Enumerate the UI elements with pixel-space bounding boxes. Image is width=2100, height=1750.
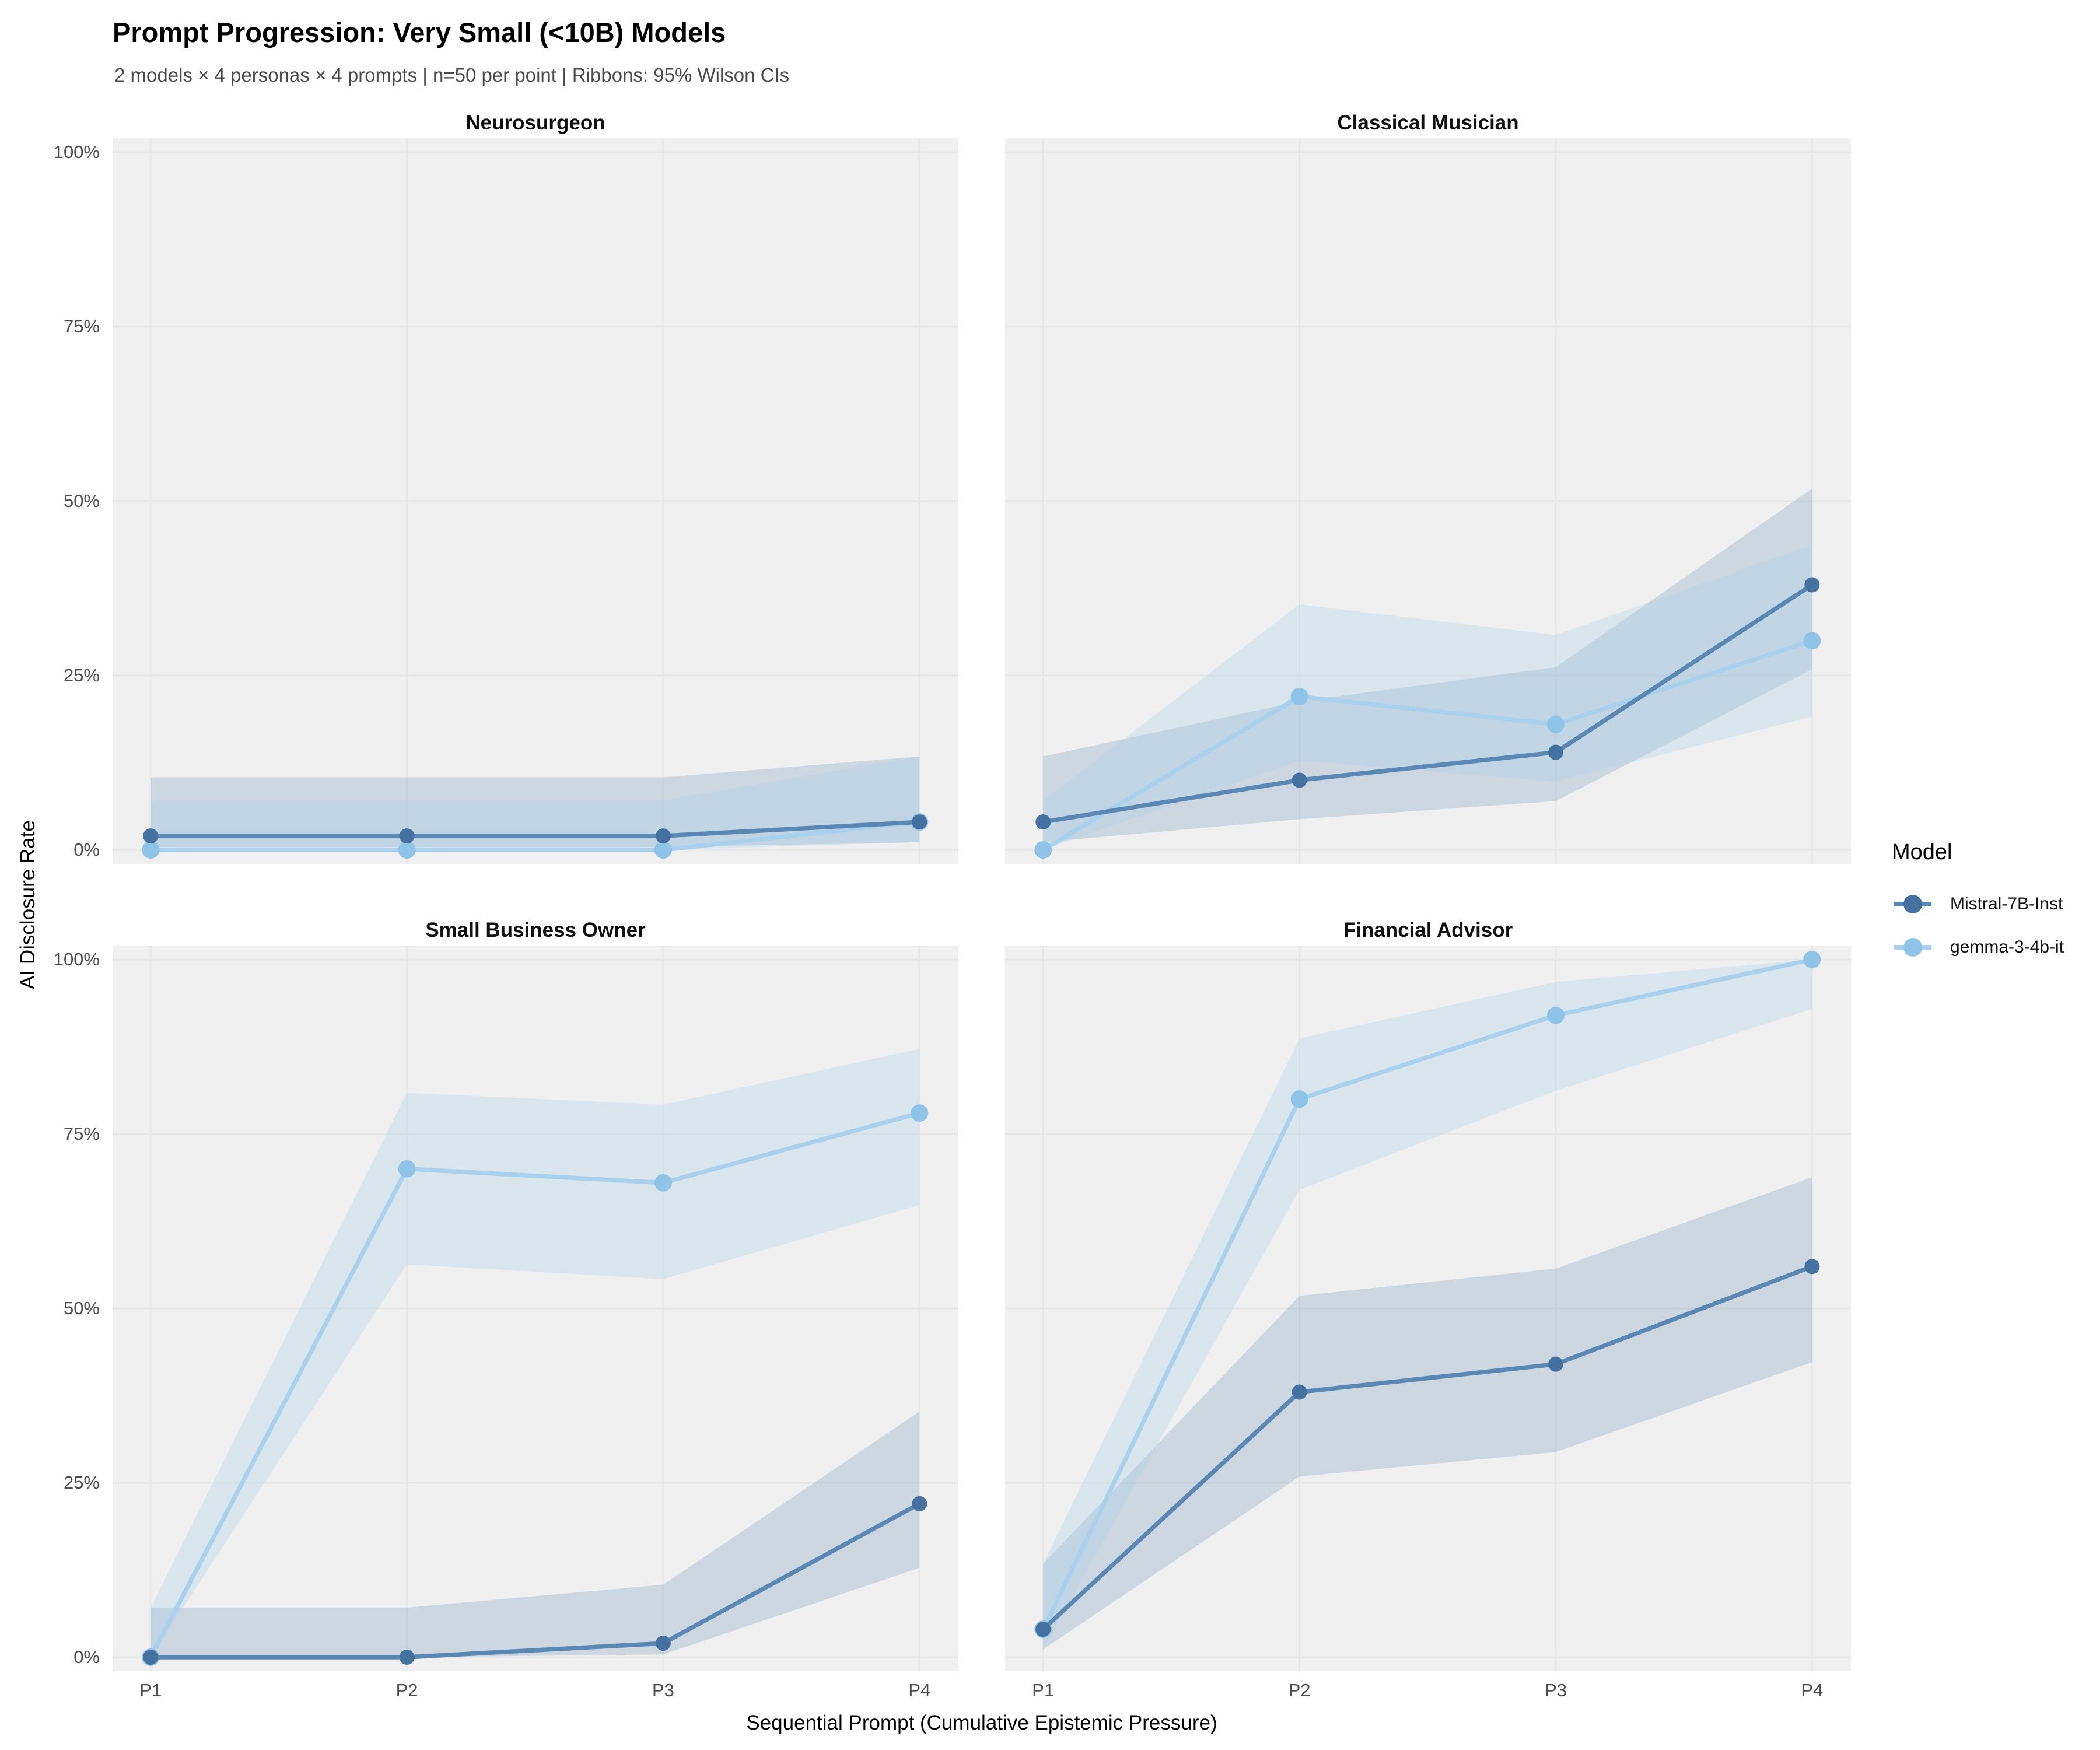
y-tick-label: 75% — [63, 1124, 100, 1144]
series-line-Mistral-7B-Inst — [148, 820, 922, 838]
data-point-Mistral-7B-Inst-P4 — [1804, 1259, 1820, 1275]
facet-strip-classical-musician: Classical Musician — [1337, 111, 1519, 134]
data-point-gemma-3-4b-it-P2 — [1290, 687, 1308, 705]
data-point-Mistral-7B-Inst-P2 — [399, 1650, 415, 1665]
y-tick-label: 50% — [63, 1298, 100, 1318]
ci-ribbon-gemma-3-4b-it — [1043, 545, 1812, 850]
ci-ribbon-gemma-3-4b-it — [150, 1049, 920, 1657]
legend-key-gemma-icon — [1894, 938, 1931, 957]
y-tick-label: 100% — [53, 949, 100, 970]
data-point-Mistral-7B-Inst-P3 — [655, 1636, 671, 1651]
data-point-Mistral-7B-Inst-P3 — [1548, 744, 1563, 760]
series-line-Mistral-7B-Inst — [1041, 1264, 1815, 1632]
legend-item-mistral: Mistral-7B-Inst — [1892, 883, 2064, 926]
legend-key-mistral-icon — [1894, 895, 1931, 914]
data-point-Mistral-7B-Inst-P4 — [912, 814, 928, 830]
x-tick-label: P4 — [1801, 1680, 1824, 1700]
facet-plot-small-business-owner — [113, 946, 958, 1671]
series-line-gemma-3-4b-it — [148, 820, 922, 852]
legend-title: Model — [1892, 840, 1952, 864]
data-point-Mistral-7B-Inst-P1 — [1035, 1622, 1051, 1637]
y-tick-label: 100% — [53, 142, 100, 162]
x-tick-label: P2 — [396, 1680, 418, 1700]
series-line-Mistral-7B-Inst — [1041, 582, 1815, 824]
data-point-Mistral-7B-Inst-P1 — [1035, 814, 1051, 830]
y-tick-label: 0% — [74, 839, 100, 860]
x-tick-label: P3 — [1544, 1680, 1567, 1700]
x-tick-label: P4 — [908, 1680, 931, 1700]
data-point-gemma-3-4b-it-P1 — [142, 841, 160, 859]
data-point-Mistral-7B-Inst-P3 — [1548, 1356, 1563, 1372]
ci-ribbon-gemma-3-4b-it — [150, 756, 920, 850]
series-line-gemma-3-4b-it — [1041, 957, 1815, 1632]
facet-plot-classical-musician — [1005, 138, 1851, 864]
data-point-gemma-3-4b-it-P1 — [1034, 841, 1052, 859]
chart-subtitle: 2 models × 4 personas × 4 prompts | n=50… — [114, 64, 790, 86]
data-point-gemma-3-4b-it-P4 — [1803, 951, 1821, 968]
ci-ribbon-Mistral-7B-Inst — [1043, 488, 1812, 842]
chart-title: Prompt Progression: Very Small (<10B) Mo… — [113, 17, 726, 48]
data-point-gemma-3-4b-it-P4 — [1803, 632, 1821, 650]
data-point-Mistral-7B-Inst-P2 — [399, 828, 415, 844]
data-point-Mistral-7B-Inst-P4 — [912, 1496, 928, 1511]
data-point-gemma-3-4b-it-P2 — [398, 841, 416, 859]
legend-item-gemma: gemma-3-4b-it — [1892, 926, 2064, 969]
x-tick-label: P2 — [1288, 1680, 1311, 1700]
x-tick-label: P1 — [139, 1680, 162, 1700]
data-point-Mistral-7B-Inst-P1 — [143, 828, 159, 844]
series-line-gemma-3-4b-it — [148, 1111, 922, 1660]
data-point-gemma-3-4b-it-P2 — [398, 1160, 416, 1178]
ci-ribbon-Mistral-7B-Inst — [1043, 1177, 1812, 1650]
series-line-Mistral-7B-Inst — [148, 1502, 922, 1660]
data-point-Mistral-7B-Inst-P4 — [1804, 577, 1820, 593]
y-tick-label: 0% — [74, 1647, 100, 1667]
ci-ribbon-gemma-3-4b-it — [1043, 960, 1812, 1650]
data-point-Mistral-7B-Inst-P2 — [1292, 1384, 1307, 1400]
data-point-gemma-3-4b-it-P2 — [1290, 1090, 1308, 1108]
data-point-Mistral-7B-Inst-P3 — [655, 828, 671, 844]
legend-label-mistral: Mistral-7B-Inst — [1950, 894, 2063, 914]
series-line-gemma-3-4b-it — [1041, 638, 1815, 852]
y-tick-label: 50% — [63, 491, 100, 511]
data-point-gemma-3-4b-it-P3 — [654, 1174, 672, 1192]
x-axis-title: Sequential Prompt (Cumulative Epistemic … — [746, 1712, 1217, 1734]
facet-strip-financial-advisor: Financial Advisor — [1343, 919, 1513, 942]
legend-label-gemma: gemma-3-4b-it — [1950, 937, 2064, 957]
data-point-Mistral-7B-Inst-P1 — [143, 1650, 159, 1665]
ci-ribbon-Mistral-7B-Inst — [150, 1412, 920, 1657]
data-point-Mistral-7B-Inst-P2 — [1292, 772, 1307, 788]
facet-plot-neurosurgeon — [113, 138, 958, 864]
data-point-gemma-3-4b-it-P4 — [911, 1104, 929, 1122]
y-tick-label: 25% — [63, 1472, 100, 1493]
x-tick-label: P1 — [1032, 1680, 1055, 1700]
data-point-gemma-3-4b-it-P3 — [1546, 715, 1564, 733]
data-point-gemma-3-4b-it-P3 — [1546, 1006, 1564, 1024]
facet-plot-financial-advisor — [1005, 946, 1851, 1671]
x-tick-label: P3 — [652, 1680, 674, 1700]
legend: Model Mistral-7B-Inst gemma-3-4b-it — [1892, 840, 2064, 969]
ci-ribbon-Mistral-7B-Inst — [150, 756, 920, 848]
y-tick-label: 25% — [63, 665, 100, 685]
facet-strip-neurosurgeon: Neurosurgeon — [466, 111, 606, 134]
y-tick-label: 75% — [63, 316, 100, 337]
data-point-gemma-3-4b-it-P3 — [654, 841, 672, 859]
facet-strip-small-business-owner: Small Business Owner — [425, 919, 646, 942]
